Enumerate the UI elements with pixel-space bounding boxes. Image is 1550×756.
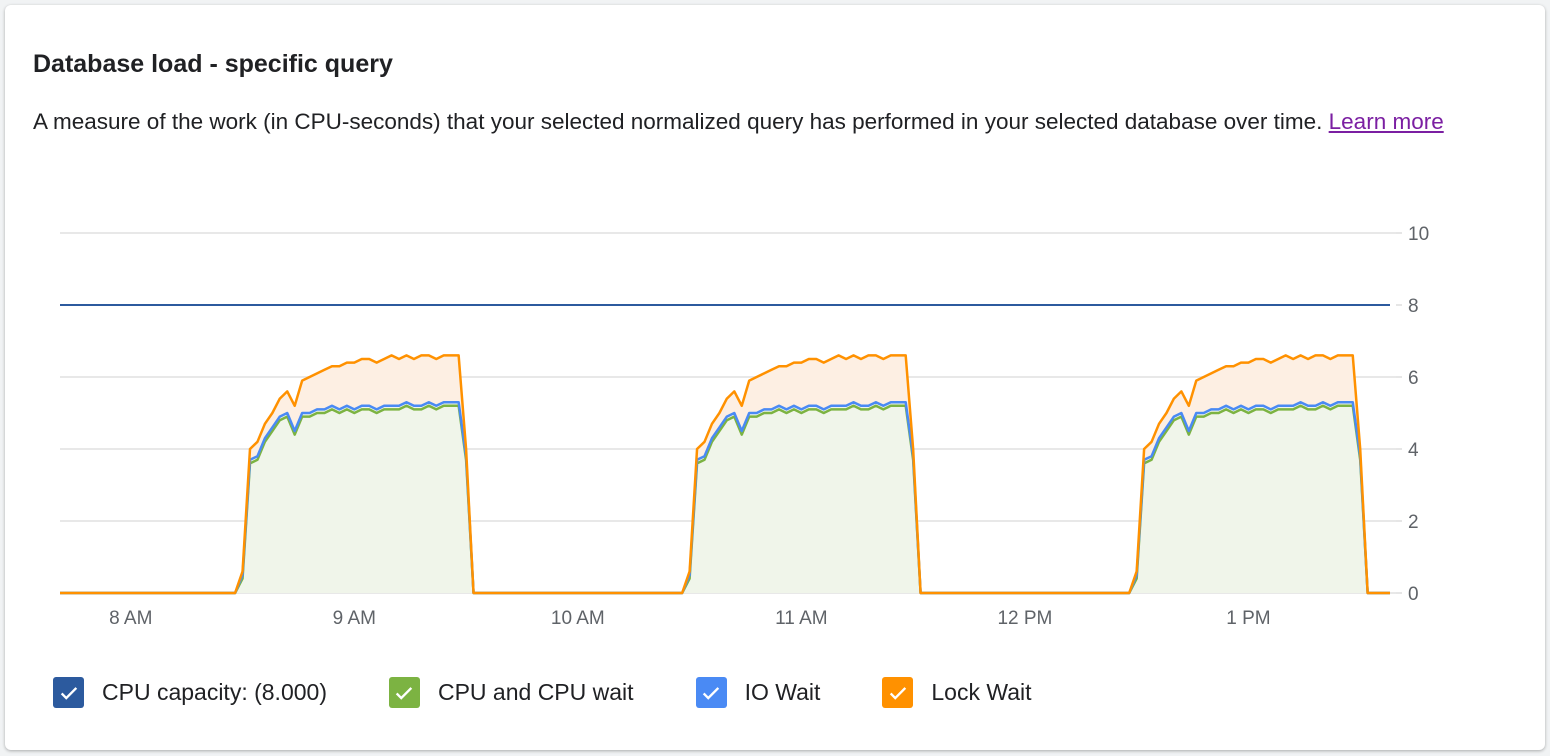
- legend-item[interactable]: CPU and CPU wait: [388, 677, 634, 708]
- x-tick-label: 10 AM: [551, 608, 605, 629]
- x-tick-label: 11 AM: [775, 608, 827, 629]
- y-tick-label: 10: [1408, 224, 1429, 245]
- checkbox-checked-icon[interactable]: [882, 677, 914, 708]
- line-lock-wait: [60, 354, 1390, 595]
- learn-more-link[interactable]: Learn more: [1328, 109, 1444, 134]
- checkbox-checked-icon[interactable]: [53, 677, 84, 708]
- x-tick-label: 1 PM: [1226, 608, 1270, 629]
- area-cpu-and-cpu-wait: [60, 405, 1390, 593]
- checkbox-checked-icon[interactable]: [695, 677, 727, 708]
- legend-item[interactable]: Lock Wait: [882, 677, 1032, 708]
- y-tick-label: 0: [1408, 584, 1419, 605]
- checkbox-checked-icon[interactable]: [388, 677, 420, 708]
- line-io-wait: [60, 400, 1390, 595]
- x-tick-label: 8 AM: [109, 608, 152, 629]
- legend-label: CPU capacity: (8.000): [102, 679, 327, 705]
- y-tick-label: 8: [1408, 296, 1419, 317]
- y-tick-label: 6: [1408, 368, 1419, 389]
- legend-label: Lock Wait: [931, 679, 1032, 705]
- legend-label: CPU and CPU wait: [437, 679, 634, 705]
- y-tick-label: 4: [1408, 440, 1419, 461]
- line-cpu-and-cpu-wait: [60, 404, 1390, 595]
- card-title: Database load - specific query: [33, 50, 393, 78]
- legend-item[interactable]: CPU capacity: (8.000): [53, 677, 327, 708]
- y-tick-label: 2: [1408, 512, 1419, 533]
- x-tick-label: 12 PM: [997, 608, 1052, 629]
- legend-label: IO Wait: [744, 679, 821, 705]
- description-text: A measure of the work (in CPU-seconds) t…: [33, 109, 1323, 134]
- card-description: A measure of the work (in CPU-seconds) t…: [33, 102, 1473, 142]
- legend: CPU capacity: (8.000) CPU and CPU wait IO …: [53, 677, 1094, 708]
- legend-item[interactable]: IO Wait: [695, 677, 821, 708]
- x-tick-label: 9 AM: [333, 608, 376, 629]
